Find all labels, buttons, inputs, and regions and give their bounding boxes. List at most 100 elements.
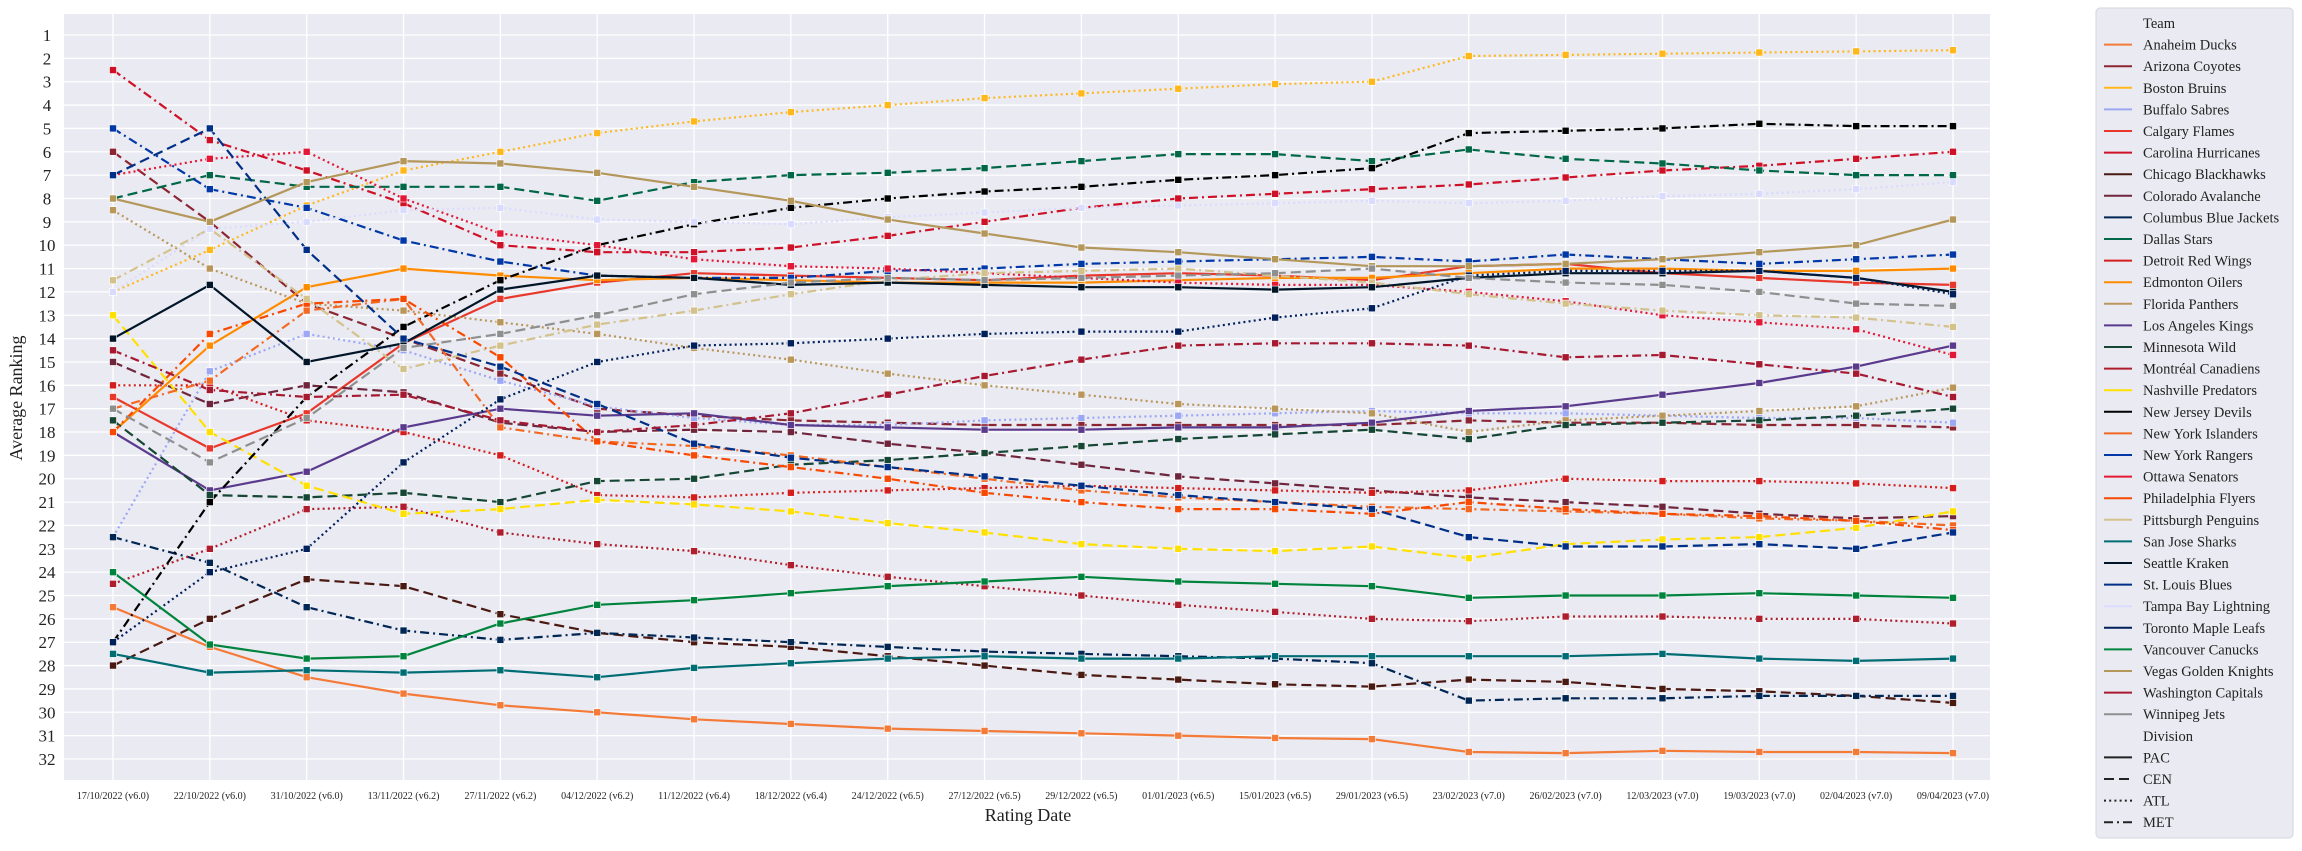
legend-label: Pittsburgh Penguins bbox=[2143, 513, 2260, 529]
data-point bbox=[1368, 77, 1376, 86]
data-point bbox=[1077, 327, 1086, 336]
data-point bbox=[1174, 194, 1183, 203]
data-point bbox=[787, 720, 795, 728]
data-point bbox=[1755, 360, 1764, 369]
data-point bbox=[1561, 409, 1570, 418]
data-point bbox=[302, 178, 311, 186]
data-point bbox=[787, 220, 795, 228]
data-point bbox=[1077, 591, 1086, 600]
data-point bbox=[690, 493, 698, 502]
data-point bbox=[206, 124, 214, 133]
data-point bbox=[399, 365, 408, 373]
data-point bbox=[1368, 652, 1376, 661]
data-point bbox=[1174, 176, 1183, 184]
data-point bbox=[399, 344, 408, 352]
x-tick-label: 13/11/2022 (v6.2) bbox=[368, 791, 440, 802]
data-point bbox=[1852, 421, 1860, 429]
data-point bbox=[206, 171, 214, 179]
legend-item-seattle-kraken: Seattle Kraken bbox=[2104, 556, 2230, 572]
data-point bbox=[206, 568, 214, 576]
data-point bbox=[787, 421, 795, 429]
data-point bbox=[883, 194, 892, 203]
data-point bbox=[399, 626, 408, 635]
series-line-vegas-golden-knights bbox=[112, 159, 1954, 268]
series-line-boston-bruins bbox=[112, 49, 1954, 293]
series-line-los-angeles-kings bbox=[112, 344, 1954, 492]
series-markers-nashville-predators bbox=[109, 311, 1957, 562]
data-point bbox=[1755, 318, 1764, 327]
data-point bbox=[593, 197, 602, 205]
data-point bbox=[302, 481, 311, 490]
data-point bbox=[1852, 362, 1860, 371]
data-point bbox=[883, 643, 892, 651]
data-point bbox=[496, 204, 505, 212]
data-point bbox=[109, 638, 117, 647]
data-point bbox=[1852, 402, 1860, 411]
data-point bbox=[1852, 657, 1860, 665]
data-point bbox=[1368, 264, 1376, 273]
data-point bbox=[399, 206, 408, 214]
data-point bbox=[1658, 591, 1667, 600]
data-point bbox=[1271, 430, 1279, 439]
data-point bbox=[787, 204, 795, 212]
data-point bbox=[1658, 390, 1667, 399]
data-point bbox=[109, 288, 117, 296]
series-line-washington-capitals bbox=[112, 342, 1954, 434]
y-tick-label: 16 bbox=[39, 376, 56, 395]
legend-title-team: Team bbox=[2143, 16, 2176, 32]
data-point bbox=[1174, 283, 1183, 292]
data-point bbox=[1949, 122, 1957, 130]
x-tick-label: 01/01/2023 (v6.5) bbox=[1142, 791, 1214, 802]
data-point bbox=[302, 381, 311, 390]
data-point bbox=[1464, 498, 1473, 506]
data-point bbox=[1852, 267, 1860, 275]
data-point bbox=[593, 540, 602, 548]
data-point bbox=[690, 290, 698, 299]
data-point bbox=[496, 505, 505, 513]
data-point bbox=[1755, 48, 1764, 57]
legend-label: Calgary Flames bbox=[2143, 124, 2235, 140]
data-point bbox=[206, 640, 214, 649]
plot-area bbox=[64, 14, 1990, 780]
legend-item-vegas-golden-knights: Vegas Golden Knights bbox=[2104, 664, 2274, 680]
legend-label: Edmonton Oilers bbox=[2143, 275, 2243, 291]
data-point bbox=[1561, 173, 1570, 182]
x-tick-label: 12/03/2023 (v7.0) bbox=[1626, 791, 1698, 802]
series-line-minnesota-wild bbox=[112, 407, 1954, 504]
legend-label: Florida Panthers bbox=[2143, 297, 2239, 313]
data-point bbox=[1658, 281, 1667, 289]
data-point bbox=[1852, 313, 1860, 322]
data-point bbox=[787, 355, 795, 364]
data-point bbox=[883, 463, 892, 471]
data-point bbox=[1755, 654, 1764, 663]
data-point bbox=[1949, 383, 1957, 392]
legend-item-nashville-predators: Nashville Predators bbox=[2104, 383, 2257, 399]
data-point bbox=[1271, 479, 1279, 488]
data-point bbox=[109, 147, 117, 156]
data-point bbox=[1658, 542, 1667, 551]
data-point bbox=[109, 603, 117, 611]
legend-item-vancouver-canucks: Vancouver Canucks bbox=[2104, 642, 2259, 658]
data-point bbox=[302, 246, 311, 254]
data-point bbox=[1368, 185, 1376, 193]
data-point bbox=[1561, 694, 1570, 703]
data-point bbox=[1755, 615, 1764, 623]
data-point bbox=[109, 276, 117, 285]
data-point bbox=[399, 306, 408, 315]
data-point bbox=[1949, 171, 1957, 179]
data-point bbox=[787, 638, 795, 647]
data-point bbox=[496, 229, 505, 238]
data-point bbox=[690, 341, 698, 350]
data-point bbox=[1561, 505, 1570, 513]
data-point bbox=[1949, 147, 1957, 156]
data-point bbox=[883, 654, 892, 663]
data-point bbox=[787, 171, 795, 179]
data-point bbox=[302, 283, 311, 292]
series-line-florida-panthers bbox=[112, 209, 1954, 434]
legend-item-washington-capitals: Washington Capitals bbox=[2104, 686, 2263, 702]
data-point bbox=[1174, 577, 1183, 586]
data-point bbox=[1755, 477, 1764, 485]
data-point bbox=[496, 276, 505, 285]
data-point bbox=[1077, 183, 1086, 191]
data-point bbox=[1852, 274, 1860, 282]
